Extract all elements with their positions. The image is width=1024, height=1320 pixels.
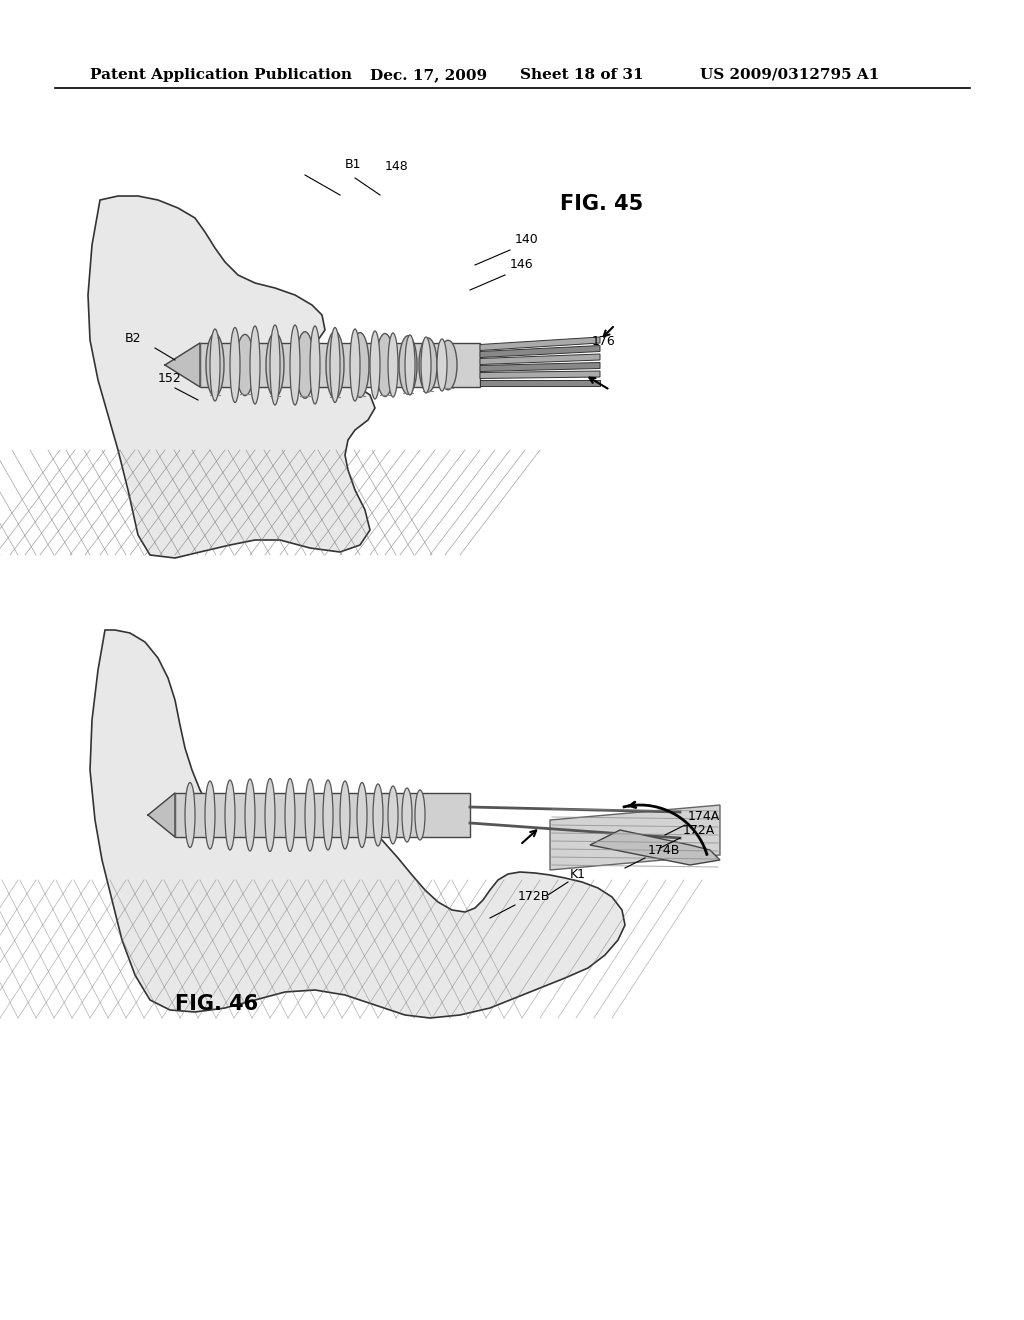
Text: Patent Application Publication: Patent Application Publication <box>90 69 352 82</box>
Polygon shape <box>165 343 200 387</box>
Ellipse shape <box>290 325 300 405</box>
Ellipse shape <box>250 326 260 404</box>
Ellipse shape <box>206 334 224 396</box>
Polygon shape <box>148 793 175 837</box>
Ellipse shape <box>205 781 215 849</box>
Ellipse shape <box>340 781 350 849</box>
Ellipse shape <box>388 785 398 843</box>
Ellipse shape <box>399 335 417 395</box>
Polygon shape <box>480 354 600 364</box>
Polygon shape <box>88 195 375 558</box>
Ellipse shape <box>357 783 367 847</box>
Text: 148: 148 <box>385 160 409 173</box>
Ellipse shape <box>388 333 398 397</box>
Ellipse shape <box>439 341 457 389</box>
Polygon shape <box>175 793 470 837</box>
Ellipse shape <box>373 784 383 846</box>
Polygon shape <box>480 371 600 379</box>
Polygon shape <box>480 363 600 371</box>
Ellipse shape <box>326 331 344 399</box>
Text: 172A: 172A <box>683 824 715 837</box>
Ellipse shape <box>236 334 254 396</box>
Polygon shape <box>90 630 625 1018</box>
Ellipse shape <box>330 327 340 403</box>
Text: B1: B1 <box>345 158 361 172</box>
Polygon shape <box>480 380 600 385</box>
Polygon shape <box>480 346 600 358</box>
Text: Sheet 18 of 31: Sheet 18 of 31 <box>520 69 644 82</box>
Text: 176: 176 <box>592 335 615 348</box>
Ellipse shape <box>230 327 240 403</box>
Ellipse shape <box>245 779 255 851</box>
Text: 174B: 174B <box>648 843 680 857</box>
Text: 172B: 172B <box>518 890 550 903</box>
Text: 140: 140 <box>515 234 539 246</box>
Ellipse shape <box>421 337 431 393</box>
Ellipse shape <box>210 329 220 401</box>
Polygon shape <box>590 830 720 865</box>
Ellipse shape <box>323 780 333 850</box>
Ellipse shape <box>415 789 425 840</box>
Text: US 2009/0312795 A1: US 2009/0312795 A1 <box>700 69 880 82</box>
Text: 174A: 174A <box>688 810 720 822</box>
Ellipse shape <box>270 325 280 405</box>
Text: FIG. 45: FIG. 45 <box>560 194 643 214</box>
Text: K1: K1 <box>570 869 586 880</box>
Ellipse shape <box>402 788 412 842</box>
Text: Dec. 17, 2009: Dec. 17, 2009 <box>370 69 487 82</box>
Ellipse shape <box>370 331 380 399</box>
Text: 152: 152 <box>158 372 181 385</box>
Ellipse shape <box>305 779 315 851</box>
Ellipse shape <box>185 783 195 847</box>
Ellipse shape <box>285 779 295 851</box>
Polygon shape <box>200 343 480 387</box>
Ellipse shape <box>350 329 360 401</box>
Ellipse shape <box>265 779 275 851</box>
Ellipse shape <box>225 780 234 850</box>
Ellipse shape <box>437 339 447 391</box>
Ellipse shape <box>351 333 369 397</box>
Ellipse shape <box>376 334 394 396</box>
Polygon shape <box>480 337 600 351</box>
Ellipse shape <box>419 338 437 392</box>
Text: B2: B2 <box>125 333 141 345</box>
Text: FIG. 46: FIG. 46 <box>175 994 258 1014</box>
Ellipse shape <box>406 335 415 395</box>
Polygon shape <box>550 805 720 870</box>
Ellipse shape <box>310 326 319 404</box>
Ellipse shape <box>266 333 284 397</box>
Text: 146: 146 <box>510 257 534 271</box>
Ellipse shape <box>296 331 314 399</box>
